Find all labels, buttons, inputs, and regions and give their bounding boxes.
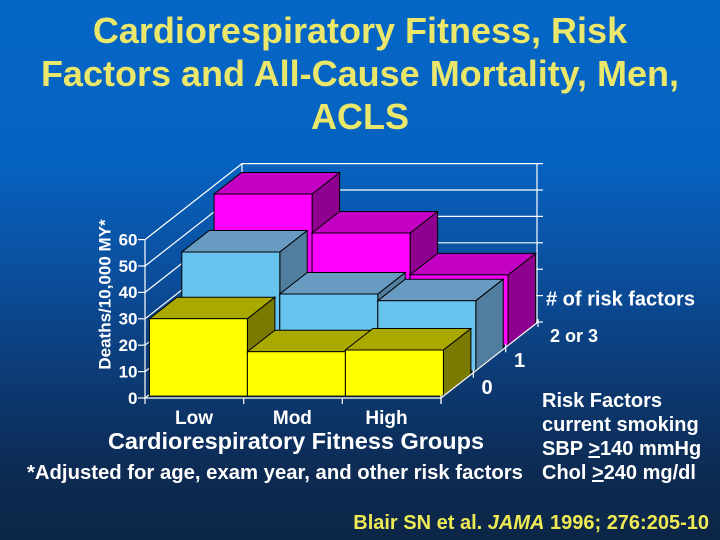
svg-text:Deaths/10,000 MY*: Deaths/10,000 MY* (95, 219, 114, 370)
svg-text:20: 20 (119, 336, 138, 355)
svg-text:60: 60 (119, 230, 138, 249)
svg-text:# of risk factors: # of risk factors (546, 288, 695, 310)
svg-text:2 or 3: 2 or 3 (550, 326, 598, 346)
svg-text:1: 1 (514, 350, 525, 372)
svg-text:Low: Low (175, 408, 213, 429)
svg-text:10: 10 (119, 362, 138, 381)
svg-text:0: 0 (481, 377, 492, 399)
svg-text:Mod: Mod (273, 408, 312, 429)
svg-text:30: 30 (119, 310, 138, 329)
svg-text:40: 40 (119, 283, 138, 302)
svg-text:50: 50 (119, 257, 138, 276)
svg-text:High: High (365, 408, 407, 429)
svg-text:0: 0 (128, 389, 137, 408)
